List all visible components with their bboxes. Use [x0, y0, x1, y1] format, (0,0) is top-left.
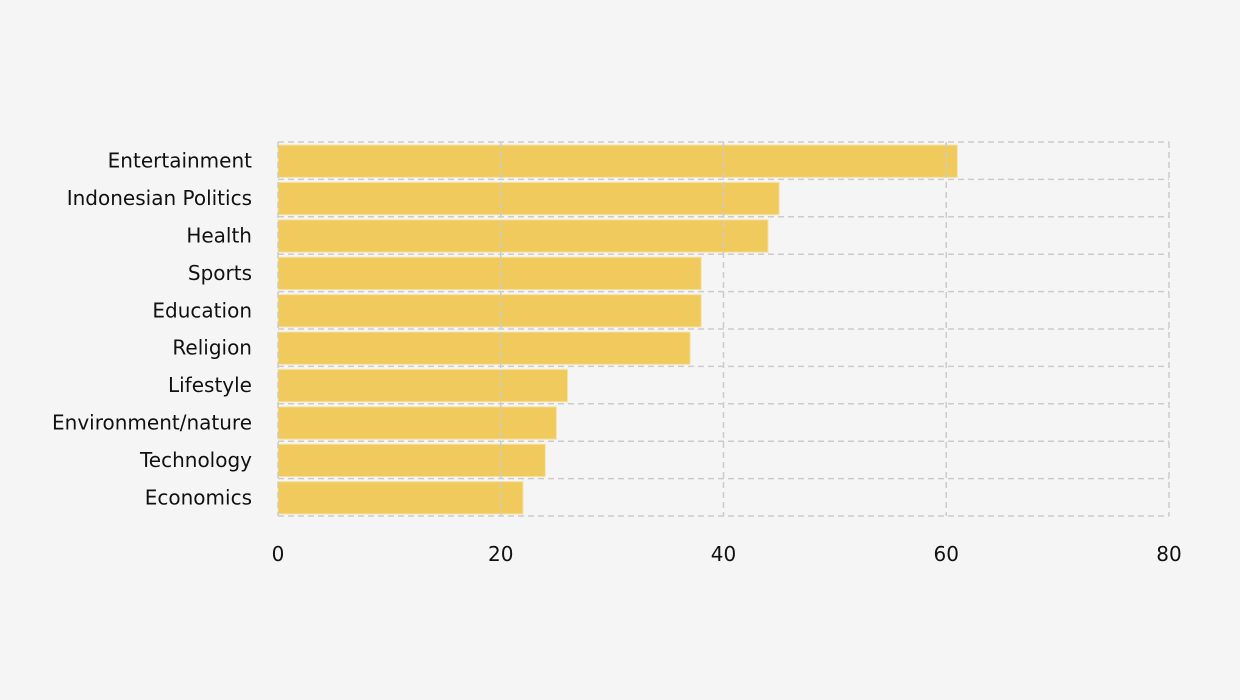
category-label: Economics — [145, 485, 252, 509]
category-label: Religion — [172, 336, 252, 360]
x-tick-label: 20 — [488, 542, 513, 566]
bar — [277, 219, 769, 253]
bar — [277, 481, 524, 515]
category-label: Sports — [188, 261, 252, 285]
category-label: Indonesian Politics — [67, 186, 252, 210]
bar — [277, 331, 691, 365]
bar — [277, 144, 958, 178]
category-label: Education — [152, 298, 252, 322]
category-label: Lifestyle — [168, 373, 252, 397]
bar — [277, 256, 702, 291]
x-tick-label: 60 — [934, 542, 959, 566]
category-label: Entertainment — [108, 149, 252, 173]
category-label: Technology — [139, 448, 252, 472]
category-label: Health — [186, 224, 252, 248]
bar — [277, 406, 557, 440]
bar — [277, 181, 780, 216]
x-tick-label: 0 — [272, 542, 285, 566]
x-tick-label: 40 — [711, 542, 736, 566]
bar — [277, 368, 569, 403]
bar — [277, 294, 702, 328]
category-label: Environment/nature — [52, 411, 252, 435]
x-tick-label: 80 — [1156, 542, 1181, 566]
bar — [277, 443, 546, 478]
